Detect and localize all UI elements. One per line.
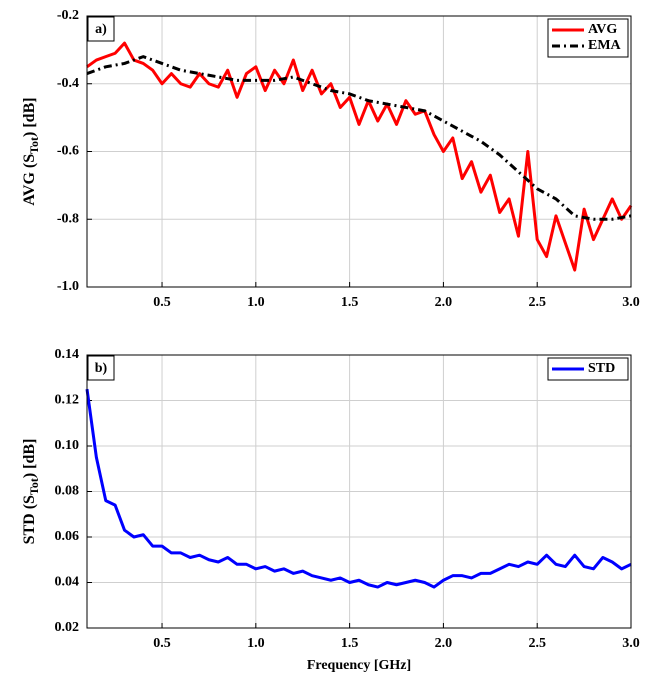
y-tick-label: -1.0 <box>57 279 79 294</box>
annotation-box <box>87 355 115 381</box>
x-tick-label: 1.0 <box>247 295 265 310</box>
legend-label: AVG <box>588 22 617 37</box>
x-tick-label: 3.0 <box>622 295 640 310</box>
y-axis-label-part: AVG (S <box>21 154 38 206</box>
y-tick-label: 0.08 <box>55 484 80 499</box>
legend-box <box>547 357 629 381</box>
x-tick-label: 2.0 <box>435 636 453 651</box>
y-tick-label: 0.10 <box>55 438 80 453</box>
y-tick-label: 0.04 <box>55 575 80 590</box>
y-tick-label: -0.2 <box>57 8 79 23</box>
y-tick-label: -0.6 <box>57 144 79 159</box>
x-axis-label: Frequency [GHz] <box>307 658 411 673</box>
y-axis-label-part: STD (S <box>21 495 38 544</box>
y-axis-label-part: ) [dB] <box>21 97 38 137</box>
x-tick-label: 1.5 <box>341 636 359 651</box>
x-tick-label: 3.0 <box>622 636 640 651</box>
panel: -1.0 -0.8 -0.6 -0.4 -0.2 0.5 1.0 1.5 2.0 2.5 3.0 AV… <box>21 8 640 310</box>
series-line <box>86 55 632 221</box>
y-tick-label: 0.14 <box>55 347 80 362</box>
x-tick-label: 0.5 <box>153 295 171 310</box>
y-tick-label: 0.02 <box>55 620 80 635</box>
y-tick-label: 0.12 <box>55 393 80 408</box>
y-axis-label-part: ) [dB] <box>21 439 38 479</box>
x-tick-label: 2.5 <box>528 295 546 310</box>
annotation: b) <box>95 361 108 376</box>
y-axis-label: AVG (STot) [dB] <box>21 97 41 205</box>
legend-label: EMA <box>588 38 622 53</box>
legend-label: STD <box>588 361 615 376</box>
y-axis-label-part: Tot <box>27 478 41 495</box>
y-axis-label-part: Tot <box>27 137 41 154</box>
axes-box <box>86 354 632 629</box>
series-line <box>85 388 632 589</box>
x-tick-label: 1.5 <box>341 295 359 310</box>
x-tick-label: 1.0 <box>247 636 265 651</box>
annotation: a) <box>95 22 107 37</box>
y-tick-label: -0.4 <box>57 76 79 91</box>
annotation-box <box>87 16 115 42</box>
series-line <box>86 41 633 272</box>
legend-box <box>547 18 629 58</box>
x-tick-label: 0.5 <box>153 636 171 651</box>
y-axis-label: STD (STot) [dB] <box>21 439 41 545</box>
x-tick-label: 2.0 <box>435 295 453 310</box>
y-tick-label: 0.06 <box>55 529 80 544</box>
panel: 0.02 0.04 0.06 0.08 0.10 0.12 0.14 0.5 1.0 1.5 2.0… <box>21 347 640 673</box>
axes-box <box>86 15 632 288</box>
x-tick-label: 2.5 <box>528 636 546 651</box>
y-tick-label: -0.8 <box>57 211 79 226</box>
